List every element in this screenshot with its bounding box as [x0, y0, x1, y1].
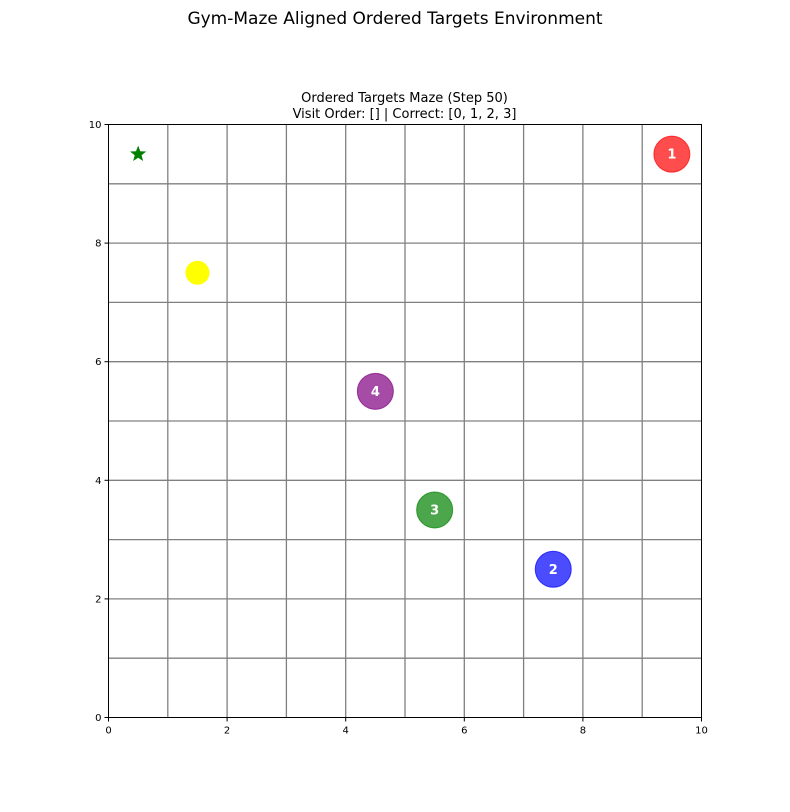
chart-marks: 1 2 3 4	[130, 135, 691, 588]
target-marker	[356, 372, 394, 410]
target-label: 4	[371, 385, 380, 400]
target-marker	[653, 135, 691, 173]
figure-suptitle: Gym-Maze Aligned Ordered Targets Environ…	[187, 9, 602, 29]
x-tick-label: 4	[343, 726, 349, 737]
target-1: 1	[653, 135, 691, 173]
target-3: 3	[416, 491, 454, 529]
target-marker	[416, 491, 454, 529]
agent-star-icon	[130, 145, 147, 162]
x-tick-label: 8	[580, 726, 586, 737]
axis-ticks: 0 2 4 6 8 10 0 2 4 6 8 10	[89, 120, 708, 737]
grid	[108, 124, 702, 718]
y-tick-label: 2	[95, 594, 101, 605]
target-4: 4	[356, 372, 394, 410]
y-tick-label: 0	[95, 713, 101, 724]
y-tick-label: 4	[95, 476, 101, 487]
chart-subtitle: Visit Order: [] | Correct: [0, 1, 2, 3]	[293, 107, 517, 122]
x-tick-label: 2	[224, 726, 230, 737]
y-tick-label: 10	[89, 120, 102, 131]
y-tick-label: 6	[95, 357, 101, 368]
target-2: 2	[534, 550, 572, 588]
x-tick-label: 10	[695, 726, 708, 737]
chart-title: Ordered Targets Maze (Step 50)	[301, 91, 508, 106]
y-tick-label: 8	[95, 239, 101, 250]
x-tick-label: 6	[461, 726, 467, 737]
target-label: 2	[549, 563, 558, 578]
target-marker	[534, 550, 572, 588]
plot-frame	[108, 124, 702, 718]
target-label: 3	[430, 503, 439, 518]
yellow-point	[185, 260, 210, 285]
x-tick-label: 0	[105, 726, 111, 737]
target-label: 1	[667, 148, 676, 163]
